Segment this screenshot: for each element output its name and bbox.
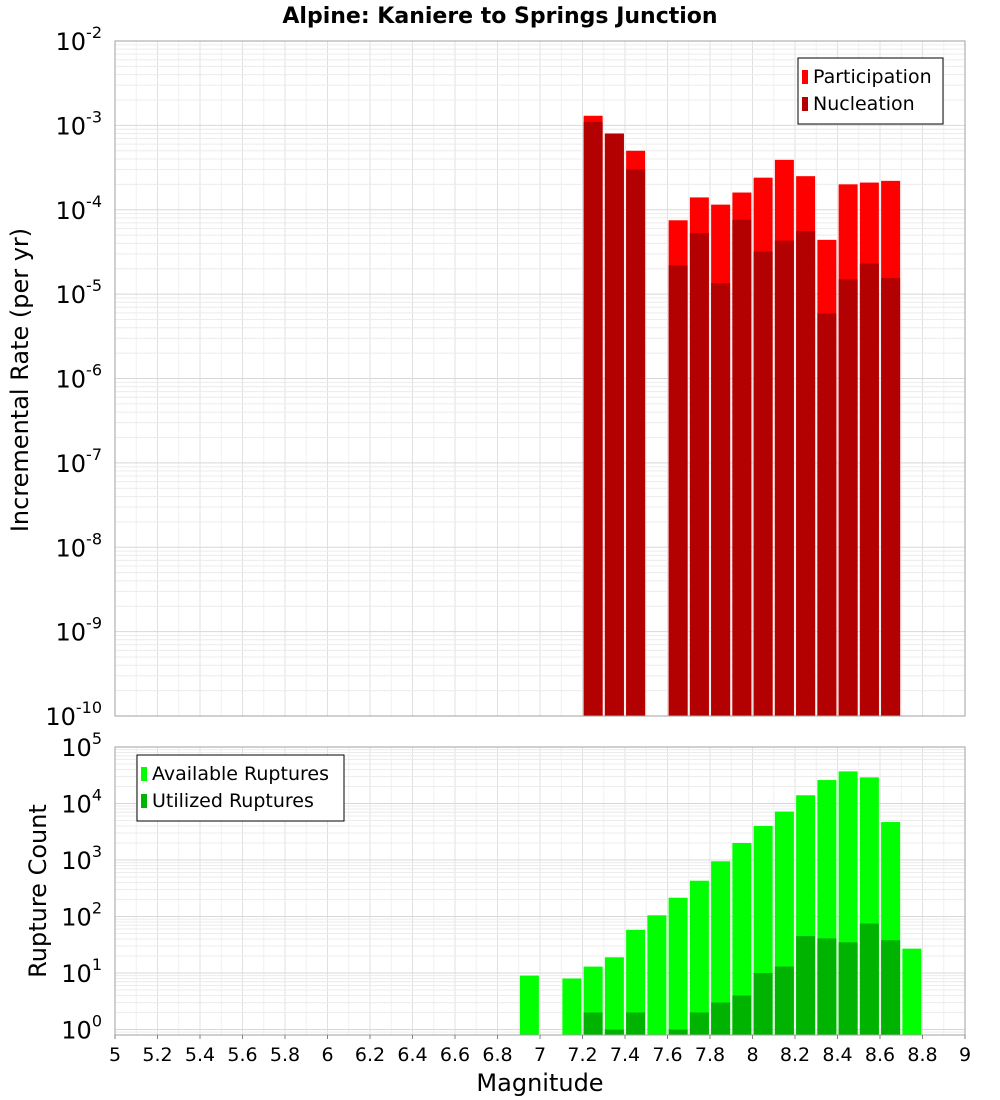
top-plot-area: 10-10 10-9 10-8 10-7 10-6 10-5 10-4 10-3 10-2 Par…: [45, 23, 966, 731]
top-legend-box: [797, 57, 944, 125]
bottom-legend-swatch: [141, 767, 147, 781]
top-plot-frame: [114, 40, 966, 717]
top-y-tick-label: 10-5: [56, 276, 103, 309]
top-grid: [114, 40, 966, 717]
top-y-tick-label: 10-7: [56, 445, 103, 478]
bottom-bar: [689, 880, 709, 1035]
bottom-y-tick-label: 105: [61, 729, 102, 762]
bottom-bar: [647, 915, 667, 1035]
bottom-y-tick-label: 103: [61, 842, 102, 875]
bottom-x-tick-label: 6.4: [397, 1044, 427, 1066]
bottom-bar: [859, 923, 879, 1035]
bottom-bar: [604, 1029, 624, 1035]
bottom-bar: [838, 942, 858, 1035]
bottom-bar: [774, 966, 794, 1035]
chart-title: Alpine: Kaniere to Springs Junction: [282, 4, 717, 29]
top-bar: [626, 169, 646, 716]
bottom-x-tick-label: 6.8: [482, 1044, 512, 1066]
top-legend-swatch: [802, 70, 808, 84]
bottom-x-tick-label: 7.2: [567, 1044, 597, 1066]
top-bar: [774, 240, 794, 717]
top-y-tick-label: 10-4: [56, 192, 103, 225]
top-y-tick-label: 10-9: [56, 614, 103, 647]
top-bar: [668, 265, 688, 716]
bottom-y-axis-label: Rupture Count: [24, 804, 52, 978]
top-bar: [583, 121, 603, 716]
bottom-x-tick-label: 7: [534, 1044, 546, 1066]
bottom-x-tick-label: 7.4: [610, 1044, 640, 1066]
bottom-bar: [689, 1012, 709, 1035]
top-bar: [711, 283, 731, 716]
bottom-bar: [626, 929, 646, 1035]
bottom-y-tick-label: 104: [61, 786, 102, 819]
bottom-series-2: [583, 923, 901, 1035]
bottom-y-tick-label: 101: [61, 955, 102, 988]
bottom-bar: [668, 1029, 688, 1035]
bottom-x-tick-label: 5: [109, 1044, 121, 1066]
top-y-tick-label: 10-8: [56, 529, 103, 562]
bottom-bar: [732, 995, 752, 1035]
bottom-y-tick-label: 102: [61, 899, 102, 932]
bottom-x-tick-label: 5.4: [185, 1044, 215, 1066]
bottom-bar: [796, 936, 816, 1035]
bottom-x-tick-label: 6: [321, 1044, 333, 1066]
top-bar: [859, 263, 879, 716]
bottom-x-tick-label: 7.8: [695, 1044, 725, 1066]
bottom-x-tick-label: 9: [959, 1044, 971, 1066]
top-bar: [817, 313, 837, 716]
bottom-bar: [902, 948, 922, 1035]
bottom-legend-label: Available Ruptures: [152, 763, 329, 785]
top-bar: [732, 219, 752, 717]
bottom-legend-swatch: [141, 794, 147, 808]
bottom-x-tick-label: 8.4: [822, 1044, 852, 1066]
bottom-bar: [583, 1012, 603, 1035]
bottom-x-tick-label: 6.6: [440, 1044, 470, 1066]
bottom-bar: [711, 1002, 731, 1035]
bottom-x-tick-label: 8.6: [865, 1044, 895, 1066]
bottom-bar: [626, 1012, 646, 1035]
bottom-bar: [604, 957, 624, 1035]
bottom-legend-box: [136, 754, 345, 822]
bottom-x-tick-label: 5.6: [227, 1044, 257, 1066]
bottom-bar: [562, 978, 582, 1035]
bottom-legend-label: Utilized Ruptures: [152, 790, 314, 812]
bottom-bar: [711, 861, 731, 1035]
bottom-bar: [881, 940, 901, 1035]
top-y-tick-label: 10-10: [45, 698, 102, 731]
top-legend: Participation Nucleation: [797, 57, 944, 125]
bottom-bar: [519, 975, 539, 1035]
bottom-x-tick-label: 5.8: [270, 1044, 300, 1066]
x-axis-label: Magnitude: [476, 1069, 603, 1097]
bottom-y-tick-label: 100: [61, 1012, 102, 1045]
bottom-bar: [817, 938, 837, 1035]
top-y-axis-label: Incremental Rate (per yr): [6, 228, 34, 532]
top-y-tick-label: 10-3: [56, 107, 103, 140]
top-y-tick-label: 10-6: [56, 361, 103, 394]
top-legend-swatch: [802, 97, 808, 111]
top-bar: [689, 233, 709, 716]
bottom-x-tick-label: 8.2: [780, 1044, 810, 1066]
bottom-x-tick-label: 8: [746, 1044, 758, 1066]
bottom-bar: [668, 897, 688, 1035]
bottom-x-tick-label: 8.8: [907, 1044, 937, 1066]
top-bar: [881, 278, 901, 716]
top-bar: [796, 230, 816, 716]
top-legend-label: Nucleation: [813, 93, 915, 115]
bottom-x-tick-label: 6.2: [355, 1044, 385, 1066]
top-bar: [838, 279, 858, 716]
bottom-x-tick-label: 7.6: [652, 1044, 682, 1066]
bottom-x-tick-label: 5.2: [142, 1044, 172, 1066]
top-legend-label: Participation: [813, 66, 932, 88]
bottom-bar: [732, 843, 752, 1035]
bottom-bar: [753, 973, 773, 1035]
top-series-2: [583, 121, 901, 717]
top-y-tick-label: 10-2: [56, 23, 103, 56]
top-bar: [604, 133, 624, 717]
top-bar: [753, 251, 773, 716]
bottom-legend: Available Ruptures Utilized Ruptures: [136, 754, 345, 822]
bottom-plot-area: 100 101 102 103 104 105 5 5.2 5.4 5.6 5.8 6 6.2 6.4 6.…: [61, 729, 971, 1066]
